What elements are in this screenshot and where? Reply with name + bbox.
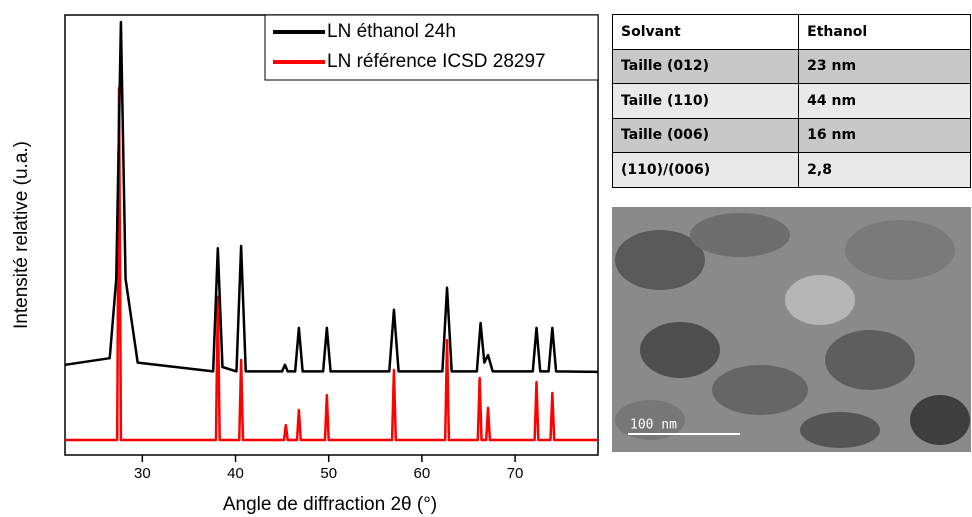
y-axis-title: Intensité relative (u.a.)	[11, 141, 32, 329]
x-tick-label: 30	[134, 465, 151, 482]
data-line	[65, 86, 598, 442]
table-cell: (110)/(006)	[611, 152, 800, 188]
table-cell: Taille (110)	[611, 83, 800, 119]
table-row: Solvant Ethanol	[611, 14, 971, 50]
table-row: (110)/(006) 2,8	[611, 152, 971, 188]
table-row: Taille (012) 23 nm	[611, 48, 971, 84]
legend-label: LN éthanol 24h	[327, 21, 456, 42]
tem-image: 100 nm	[612, 207, 971, 452]
table-cell: 23 nm	[798, 48, 971, 84]
x-tick-label: 50	[320, 465, 337, 482]
table-cell: 16 nm	[798, 117, 971, 153]
table-cell: Ethanol	[798, 14, 971, 50]
table-cell: 2,8	[798, 152, 971, 188]
table-cell: Taille (006)	[611, 117, 800, 153]
table-cell: Solvant	[611, 14, 800, 50]
table: Solvant Ethanol Taille (012) 23 nm Taille (1…	[611, 14, 971, 188]
table-cell: 44 nm	[798, 83, 971, 119]
x-tick-label: 60	[414, 465, 431, 482]
table-row: Taille (006) 16 nm	[611, 117, 971, 153]
table-cell: Taille (012)	[611, 48, 800, 84]
x-axis-title: Angle de diffraction 2θ (°)	[223, 494, 437, 515]
data-line	[64, 20, 599, 374]
x-tick-label: 40	[227, 465, 244, 482]
table-row: Taille (110) 44 nm	[611, 83, 971, 119]
scale-bar-label: 100 nm	[630, 418, 677, 433]
legend-box	[264, 14, 599, 81]
plot-frame	[64, 14, 599, 456]
x-tick-label: 70	[507, 465, 524, 482]
legend-label: LN référence ICSD 28297	[327, 51, 546, 72]
